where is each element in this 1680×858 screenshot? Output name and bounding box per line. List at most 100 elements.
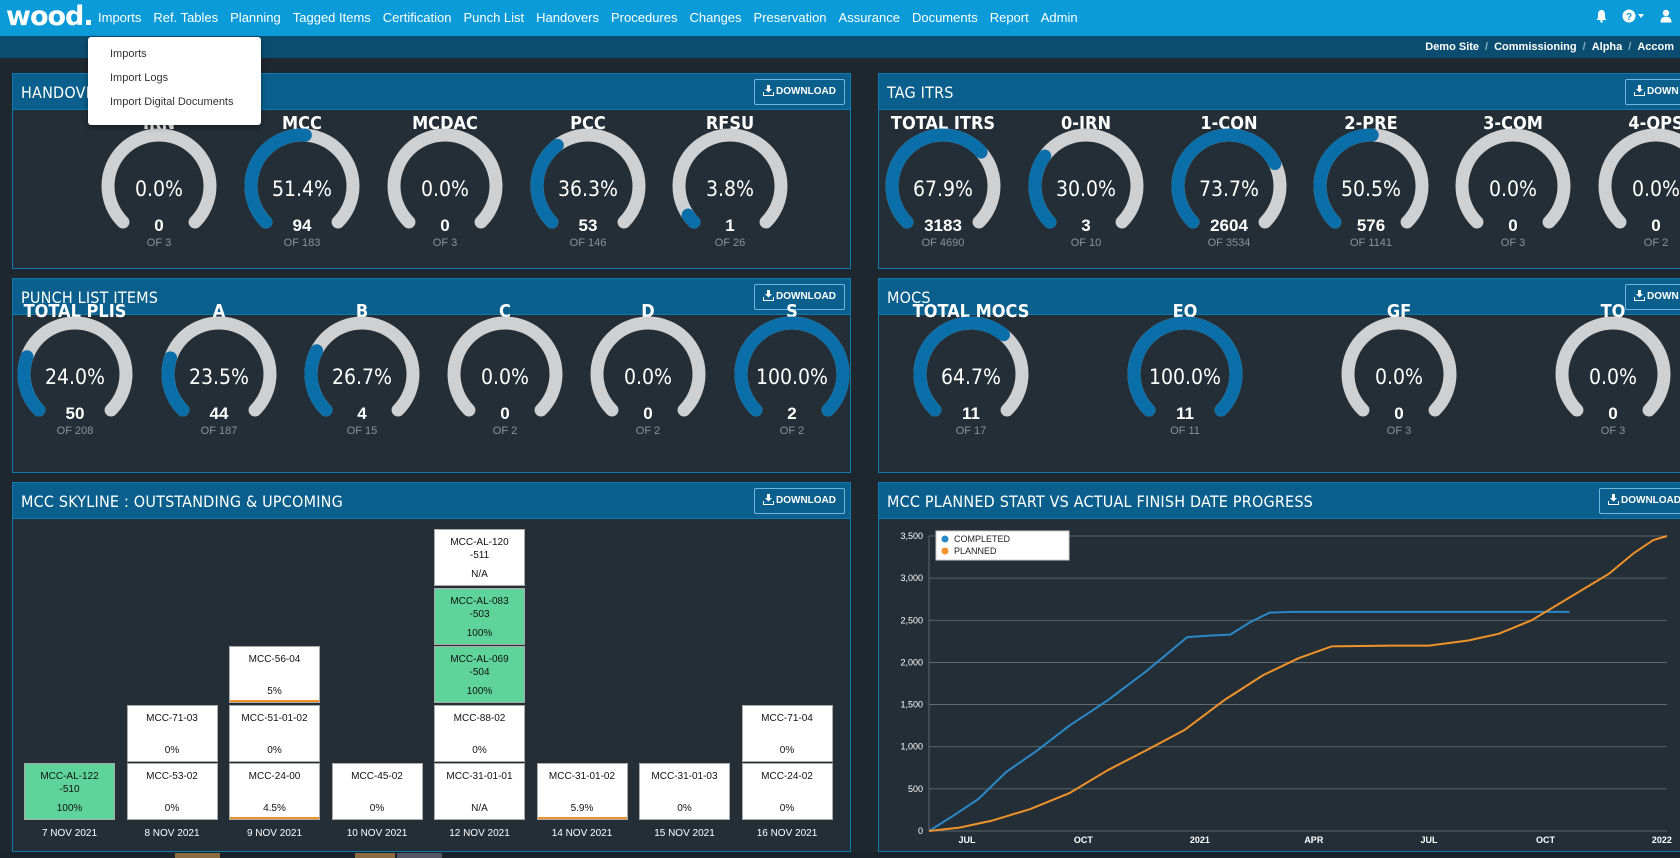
breadcrumb-item[interactable]: Accom (1637, 41, 1674, 53)
gauge-percent: 0.0% (624, 365, 672, 389)
nav-item-procedures[interactable]: Procedures (611, 10, 678, 25)
gauge-total-plis[interactable]: TOTAL PLIS 24.0% 50 OF 208 (10, 301, 140, 441)
gauge-4-ops[interactable]: 4-OPS 0.0% 0 OF 2 (1591, 113, 1680, 253)
skyline-cell[interactable]: MCC-AL-122 -510 100% (24, 763, 115, 820)
gauge-a[interactable]: A 23.5% 44 OF 187 (154, 301, 284, 441)
skyline-cell[interactable]: MCC-53-02 0% (126, 763, 218, 820)
skyline-cell-name: MCC-24-02 (761, 771, 813, 782)
gauge-s[interactable]: S 100.0% 2 OF 2 (727, 301, 857, 441)
gauge-pcc[interactable]: PCC 36.3% 53 OF 146 (523, 113, 653, 253)
nav-item-ref-tables[interactable]: Ref. Tables (153, 10, 219, 25)
nav-item-handovers[interactable]: Handovers (536, 10, 600, 25)
y-tick-label: 1,500 (900, 700, 923, 710)
gauge-percent: 0.0% (481, 365, 529, 389)
handovers-download-button[interactable]: DOWNLOAD (754, 79, 845, 105)
gauge-2-pre[interactable]: 2-PRE 50.5% 576 OF 1141 (1306, 113, 1436, 253)
skyline-cell[interactable]: MCC-45-02 0% (331, 763, 423, 820)
nav-item-changes[interactable]: Changes (689, 10, 742, 25)
skyline-cell[interactable]: MCC-56-04 5% (229, 646, 320, 703)
skyline-cell[interactable]: MCC-88-02 0% (434, 704, 525, 762)
gauge-ring (913, 316, 1029, 417)
tag-itrs-download-button[interactable]: DOWN (1625, 79, 1680, 105)
gauge-total-mocs[interactable]: TOTAL MOCS 64.7% 11 OF 17 (906, 301, 1036, 441)
skyline-cell[interactable]: MCC-71-03 0% (126, 704, 218, 762)
bottom-scrollbar[interactable] (0, 852, 1680, 858)
skyline-cell-percent: 0% (779, 803, 795, 814)
breadcrumb-item[interactable]: Demo Site (1425, 41, 1480, 53)
x-tick-label: 2022 (1652, 835, 1672, 845)
skyline-cell[interactable]: MCC-24-00 4.5% (229, 763, 320, 820)
gauge-irn[interactable]: IRN0.0%0OF 3 (94, 113, 224, 253)
gauge-1-con[interactable]: 1-CON 73.7% 2604 OF 3534 (1164, 113, 1294, 253)
bell-icon[interactable] (1595, 9, 1608, 28)
nav-item-assurance[interactable]: Assurance (838, 10, 900, 25)
gauge-count: 0 (643, 404, 653, 423)
mcc-progress-download-button[interactable]: DOWNLOAD (1599, 488, 1680, 514)
gauge-mcc[interactable]: MCC 51.4% 94 OF 183 (237, 113, 367, 253)
skyline-cell[interactable]: MCC-AL-069 -504 100% (434, 646, 525, 703)
breadcrumb-item[interactable]: Alpha (1591, 41, 1623, 53)
gauge-count: 0 (1608, 404, 1618, 423)
dropdown-item-imports[interactable]: Imports (110, 48, 147, 60)
wood-logo[interactable]: wood. (6, 1, 94, 32)
skyline-cell-percent: 0% (267, 744, 282, 756)
breadcrumb: Demo Site / Commissioning / Alpha / Accom (1419, 36, 1680, 58)
nav-item-planning[interactable]: Planning (230, 10, 281, 25)
punch-list-download-button[interactable]: DOWNLOAD (754, 284, 845, 310)
nav-item-preservation[interactable]: Preservation (753, 10, 827, 25)
taskbar-item[interactable] (175, 853, 220, 858)
help-icon[interactable]: ? (1622, 9, 1646, 28)
skyline-cell-name: MCC-24-00 (248, 771, 301, 782)
skyline-cell-percent: 0% (369, 803, 385, 814)
nav-item-admin[interactable]: Admin (1040, 10, 1078, 25)
nav-item-documents[interactable]: Documents (911, 10, 978, 25)
gauge-label: EQ (1172, 301, 1198, 322)
breadcrumb-item[interactable]: Commissioning (1494, 41, 1577, 53)
gauge-percent: 64.7% (940, 365, 1001, 389)
skyline-cell[interactable]: MCC-24-02 0% (741, 763, 833, 820)
gauge-3-com[interactable]: 3-COM 0.0% 0 OF 3 (1448, 113, 1578, 253)
gauge-eq[interactable]: EQ 100.0% 11 OF 11 (1120, 301, 1250, 441)
taskbar-item[interactable] (397, 853, 442, 858)
dropdown-item-import-logs[interactable]: Import Logs (110, 72, 169, 84)
tag-itrs-header: TAG ITRS DOWN (879, 74, 1680, 110)
nav-item-certification[interactable]: Certification (382, 10, 452, 25)
gauge-b[interactable]: B 26.7% 4 OF 15 (297, 301, 427, 441)
nav-item-report[interactable]: Report (989, 10, 1029, 25)
gauge-rfsu[interactable]: RFSU 3.8% 1 OF 26 (665, 113, 795, 253)
gauge-count: 44 (209, 404, 229, 423)
taskbar-item[interactable] (355, 853, 395, 858)
gauge-gf[interactable]: GF 0.0% 0 OF 3 (1334, 301, 1464, 441)
mcc-skyline-header: MCC SKYLINE : OUTSTANDING & UPCOMING DOW… (13, 483, 850, 519)
gauge-percent: 0.0% (1632, 177, 1680, 201)
skyline-cell[interactable]: MCC-AL-083 -503 100% (434, 587, 525, 645)
mocs-download-button[interactable]: DOWN (1625, 284, 1680, 310)
gauge-ring (244, 128, 360, 229)
user-icon[interactable] (1660, 9, 1672, 28)
skyline-cell[interactable]: MCC-71-04 0% (741, 704, 833, 762)
skyline-cell[interactable]: MCC-51-01-02 0% (229, 704, 320, 762)
skyline-cell-percent: 0% (164, 744, 180, 756)
nav-item-tagged-items[interactable]: Tagged Items (292, 10, 371, 25)
gauge-mcdac[interactable]: MCDAC 0.0% 0 OF 3 (380, 113, 510, 253)
mcc-skyline-download-button[interactable]: DOWNLOAD (754, 488, 845, 514)
skyline-cell[interactable]: MCC-31-01-01 N/A (434, 763, 525, 820)
skyline-cell[interactable]: MCC-31-01-03 0% (639, 763, 730, 820)
skyline-cell-name: MCC-AL-120 -511 (435, 536, 524, 562)
nav-item-punch-list[interactable]: Punch List (463, 10, 525, 25)
gauge-d[interactable]: D 0.0% 0 OF 2 (583, 301, 713, 441)
skyline-cell[interactable]: MCC-AL-120 -511 N/A (434, 529, 525, 586)
gauge-total: OF 183 (283, 237, 321, 249)
download-icon (763, 494, 774, 505)
skyline-cell[interactable]: MCC-31-01-02 5.9% (536, 763, 628, 820)
dropdown-item-import-digital-documents[interactable]: Import Digital Documents (110, 96, 234, 108)
nav-item-imports[interactable]: Imports (98, 10, 142, 25)
mcc-progress-title: MCC PLANNED START VS ACTUAL FINISH DATE … (887, 492, 1314, 511)
gauge-0-irn[interactable]: 0-IRN 30.0% 3 OF 10 (1021, 113, 1151, 253)
gauge-total: OF 2 (635, 425, 661, 437)
gauge-total-itrs[interactable]: TOTAL ITRS 67.9% 3183 OF 4690 (878, 113, 1008, 253)
gauge-tq[interactable]: TQ 0.0% 0 OF 3 (1548, 301, 1678, 441)
skyline-date-label: 8 NOV 2021 (144, 828, 200, 839)
gauge-c[interactable]: C 0.0% 0 OF 2 (440, 301, 570, 441)
skyline-cell-name: MCC-45-02 (351, 771, 403, 782)
